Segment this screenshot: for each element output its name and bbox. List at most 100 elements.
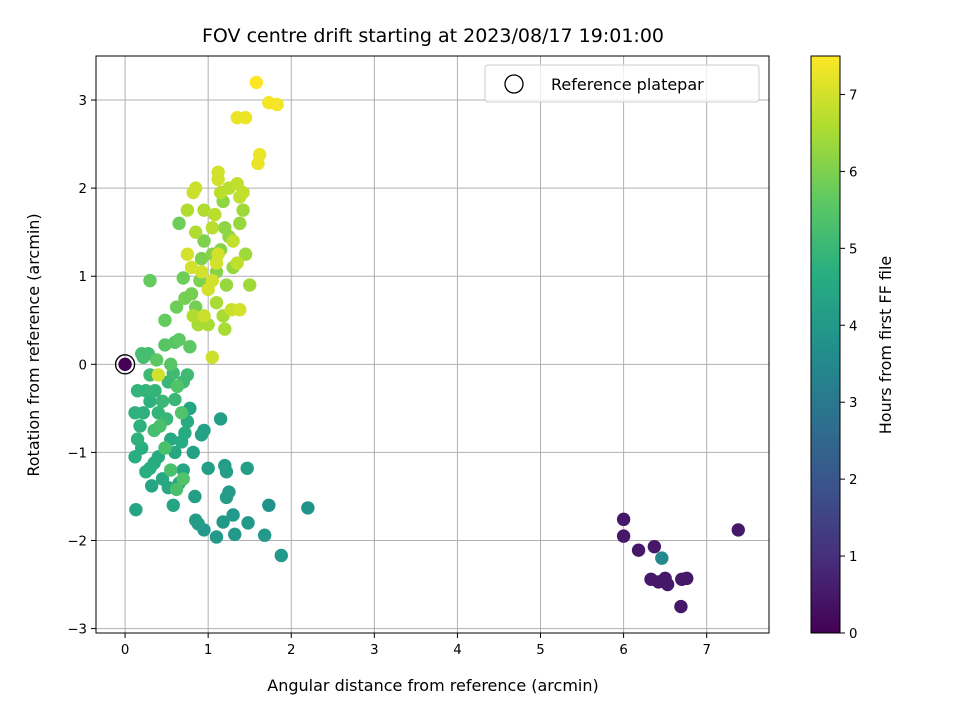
data-point <box>189 225 203 239</box>
colorbar-label: Hours from first FF file <box>876 256 895 435</box>
data-point <box>143 273 157 288</box>
x-tick-label: 6 <box>619 643 627 658</box>
x-tick-label: 7 <box>702 643 710 658</box>
data-point <box>155 394 170 409</box>
data-point <box>226 508 240 522</box>
data-point <box>186 445 200 460</box>
data-point <box>139 384 153 398</box>
data-point <box>219 278 234 292</box>
data-point <box>158 313 172 327</box>
data-point <box>128 450 142 464</box>
data-point <box>166 498 180 512</box>
data-point <box>660 577 675 592</box>
legend: Reference platepar <box>484 64 760 103</box>
data-point <box>189 513 203 527</box>
colorbar-ticks: 0 1 2 3 4 5 6 7 <box>840 88 857 642</box>
data-point <box>233 303 247 317</box>
data-point <box>226 234 240 248</box>
grid <box>96 56 769 633</box>
x-axis-ticks: 0 1 2 3 4 5 6 7 <box>121 633 711 658</box>
legend-box <box>484 64 760 103</box>
data-point <box>133 419 147 433</box>
data-point <box>172 332 186 347</box>
data-point <box>151 368 166 382</box>
data-point <box>243 278 257 292</box>
y-tick-label: 0 <box>79 358 87 373</box>
data-point <box>251 156 265 171</box>
data-point <box>240 461 254 475</box>
data-point <box>176 271 190 285</box>
data-point <box>731 523 745 537</box>
data-point <box>219 465 234 479</box>
data-point <box>301 501 315 515</box>
data-point <box>238 247 253 261</box>
data-point <box>194 265 209 279</box>
data-point <box>205 221 220 235</box>
x-tick-label: 0 <box>121 643 129 658</box>
data-point <box>211 165 225 179</box>
legend-label: Reference platepar <box>551 75 704 94</box>
y-tick-label: 2 <box>79 182 87 197</box>
data-point <box>189 181 203 195</box>
data-point <box>168 392 182 407</box>
data-point <box>194 428 209 442</box>
data-point <box>184 287 199 301</box>
data-point <box>222 485 236 499</box>
data-point <box>274 548 288 563</box>
y-tick-label: −1 <box>67 446 87 461</box>
data-point <box>236 185 250 200</box>
data-point <box>218 322 232 336</box>
data-point <box>197 203 211 217</box>
data-point <box>270 97 284 112</box>
colorbar-tick-label: 3 <box>849 396 857 411</box>
data-point <box>172 216 186 231</box>
data-point <box>183 340 197 354</box>
data-point <box>209 256 224 270</box>
data-point <box>178 426 192 440</box>
data-point <box>169 300 184 314</box>
data-point <box>180 247 195 261</box>
chart-title: FOV centre drift starting at 2023/08/17 … <box>202 25 664 47</box>
data-point <box>180 368 195 382</box>
x-tick-label: 5 <box>536 643 544 658</box>
data-points <box>114 75 745 614</box>
plot-frame <box>95 55 770 634</box>
colorbar-tick-label: 5 <box>849 242 857 257</box>
data-point <box>134 347 149 361</box>
data-point <box>616 512 631 527</box>
data-point <box>647 539 662 554</box>
data-point <box>205 350 220 364</box>
data-point <box>241 516 255 530</box>
y-tick-label: −3 <box>67 623 87 638</box>
data-point <box>194 251 209 266</box>
y-tick-label: 1 <box>79 270 87 285</box>
data-point <box>153 419 167 433</box>
data-point <box>197 234 211 248</box>
data-point <box>188 489 202 504</box>
data-point <box>209 530 224 544</box>
data-point <box>616 529 631 543</box>
data-point <box>230 256 244 270</box>
y-axis-label: Rotation from reference (arcmin) <box>24 213 43 476</box>
data-point <box>213 412 228 426</box>
data-point <box>164 357 178 372</box>
data-point <box>144 479 159 493</box>
x-tick-label: 3 <box>370 643 378 658</box>
data-point <box>180 203 195 217</box>
data-point <box>118 357 132 372</box>
data-point <box>228 527 242 542</box>
data-point <box>129 502 143 517</box>
data-point <box>149 353 164 367</box>
data-point <box>680 571 694 586</box>
x-tick-label: 2 <box>287 643 295 658</box>
data-point <box>208 207 222 222</box>
data-point <box>184 260 199 275</box>
data-point <box>169 482 184 497</box>
colorbar-tick-label: 4 <box>849 319 857 334</box>
data-point <box>176 472 190 486</box>
x-tick-label: 1 <box>204 643 212 658</box>
x-axis-label: Angular distance from reference (arcmin) <box>267 676 598 695</box>
x-tick-label: 4 <box>453 643 461 658</box>
data-point <box>262 498 276 512</box>
data-point <box>674 599 688 614</box>
